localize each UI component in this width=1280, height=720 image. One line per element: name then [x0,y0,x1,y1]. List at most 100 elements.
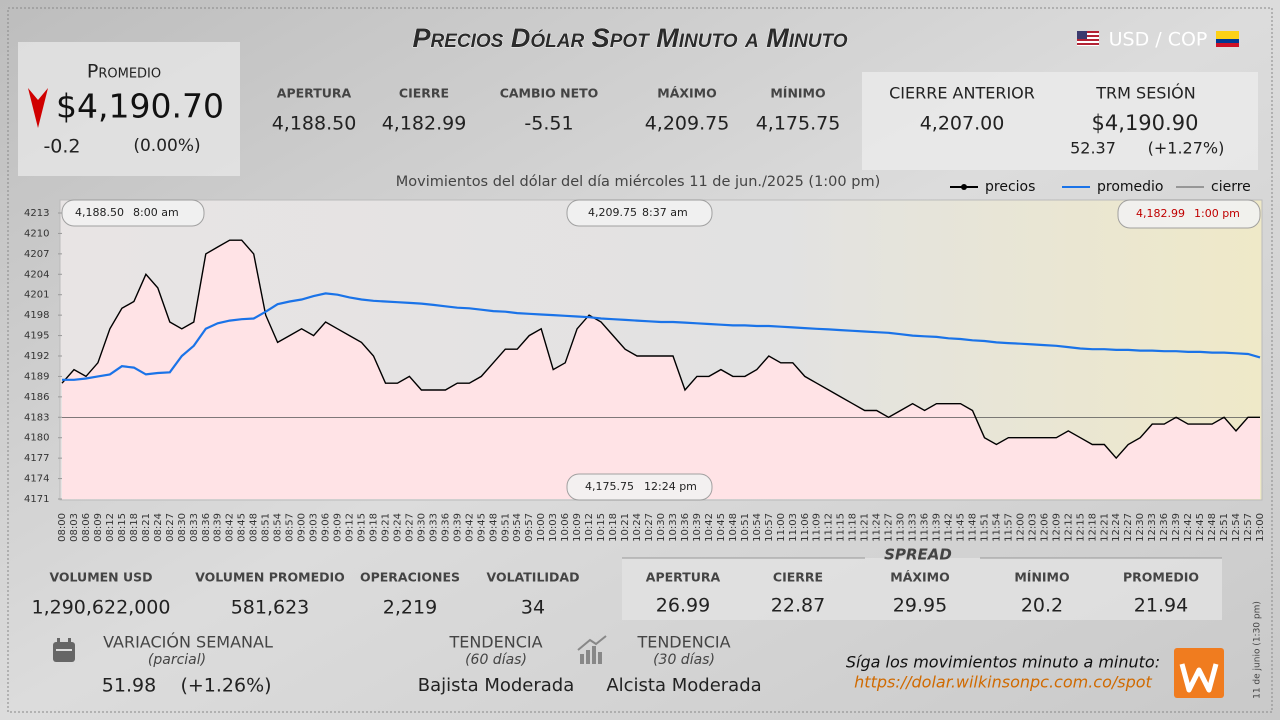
x-tick-label: 12:45 [1195,513,1206,542]
spread-value: 21.94 [1134,595,1188,617]
x-tick-label: 12:15 [1075,513,1086,542]
y-tick-label: 4213 [24,208,49,219]
session-value: 4,175.75 [756,113,841,135]
promedio-change-pct: (0.00%) [133,136,200,156]
spread-label: APERTURA [646,570,721,585]
annotation-price: 4,175.75 [585,480,634,493]
y-tick-label: 4207 [24,249,49,260]
x-tick-label: 10:33 [668,513,679,542]
x-tick-label: 09:27 [404,513,415,542]
x-tick-label: 12:33 [1147,513,1158,542]
x-tick-label: 08:03 [69,513,80,542]
x-tick-label: 08:21 [141,513,152,542]
x-tick-label: 08:39 [213,513,224,542]
frame [7,7,1273,713]
x-tick-label: 08:33 [189,513,200,542]
spread-label: MÁXIMO [890,570,949,585]
y-tick-label: 4204 [24,269,49,280]
url: https://dolar.wilkinsonpc.com.co/spot [854,673,1152,692]
weekly-pct: (+1.26%) [180,675,271,697]
volume-value: 2,219 [383,597,437,619]
down-arrow [28,88,48,128]
promedio-box [18,42,240,176]
trend-icon [577,635,607,664]
x-tick-label: 11:00 [776,513,787,542]
volume-value: 34 [521,597,545,619]
x-tick-label: 11:57 [1003,513,1014,542]
x-tick-label: 10:30 [656,513,667,542]
legend-label: precios [985,179,1035,195]
volume-value: 1,290,622,000 [31,597,170,619]
x-tick-label: 11:06 [800,513,811,542]
session-label: MÁXIMO [657,86,716,101]
y-tick-label: 4195 [24,331,49,342]
y-tick-label: 4210 [24,228,49,239]
x-tick-label: 12:18 [1087,513,1098,542]
x-tick-label: 08:54 [273,513,284,542]
cierre-anterior-label: CIERRE ANTERIOR [889,84,1035,103]
annotation-time: 12:24 pm [644,480,697,493]
spread-value: 22.87 [771,595,825,617]
x-tick-label: 12:42 [1183,513,1194,542]
annotation-time: 1:00 pm [1194,207,1240,220]
x-tick-label: 08:06 [81,513,92,542]
annotation-price: 4,209.75 [588,206,637,219]
x-tick-label: 10:48 [728,513,739,542]
trm-label: TRM SESIÓN [1095,84,1195,103]
title: Precios Dólar Spot Minuto a Minuto [413,23,848,53]
x-tick-label: 09:15 [357,513,368,542]
legend-label: cierre [1211,179,1251,195]
x-tick-label: 12:39 [1171,513,1182,542]
promedio-label: Promedio [87,61,161,83]
legend-dot [961,184,967,190]
chart-subtitle: Movimientos del dólar del día miércoles … [396,174,880,190]
x-tick-label: 08:24 [153,513,164,542]
x-tick-label: 12:57 [1243,513,1254,542]
x-tick-label: 08:09 [93,513,104,542]
x-tick-label: 08:00 [57,513,68,542]
x-tick-label: 11:48 [967,513,978,542]
x-tick-label: 12:54 [1231,513,1242,542]
y-tick-label: 4171 [24,494,49,505]
y-tick-label: 4189 [24,371,49,382]
annotation-box [1117,199,1261,229]
currency-pair: USD / COP [1109,29,1208,51]
spread-label: MÍNIMO [1014,570,1069,585]
legend-label: promedio [1097,179,1164,195]
volume-label: VOLATILIDAD [487,570,580,585]
x-tick-label: 09:42 [464,513,475,542]
us-flag [1077,31,1099,46]
annotation-price: 4,188.50 [75,206,124,219]
weekly-note: (parcial) [148,652,206,668]
x-tick-label: 08:18 [129,513,140,542]
x-tick-label: 10:51 [740,513,751,542]
x-tick-label: 11:15 [836,513,847,542]
x-tick-label: 08:45 [237,513,248,542]
x-tick-label: 10:42 [704,513,715,542]
session-label: MÍNIMO [770,86,825,101]
spread-value: 26.99 [656,595,710,617]
session-value: 4,209.75 [645,113,730,135]
y-tick-label: 4186 [24,392,49,403]
x-tick-label: 11:51 [979,513,990,542]
trm-change-pct: (+1.27%) [1148,139,1225,158]
x-tick-label: 09:39 [452,513,463,542]
x-tick-label: 11:27 [884,513,895,542]
x-tick-label: 08:27 [165,513,176,542]
x-tick-label: 09:06 [321,513,332,542]
y-tick-label: 4180 [24,433,49,444]
x-tick-label: 12:36 [1159,513,1170,542]
session-label: CIERRE [399,86,449,101]
x-tick-label: 09:09 [333,513,344,542]
session-value: -5.51 [524,113,573,135]
x-tick-label: 10:36 [680,513,691,542]
x-tick-label: 09:45 [476,513,487,542]
x-tick-label: 09:36 [440,513,451,542]
x-tick-label: 10:21 [620,513,631,542]
session-label: CAMBIO NETO [500,86,599,101]
x-tick-label: 08:48 [249,513,260,542]
x-tick-label: 09:00 [297,513,308,542]
timestamp: 11 de junio (1:30 pm) [1253,601,1263,699]
x-tick-label: 12:03 [1027,513,1038,542]
x-tick-label: 10:18 [608,513,619,542]
